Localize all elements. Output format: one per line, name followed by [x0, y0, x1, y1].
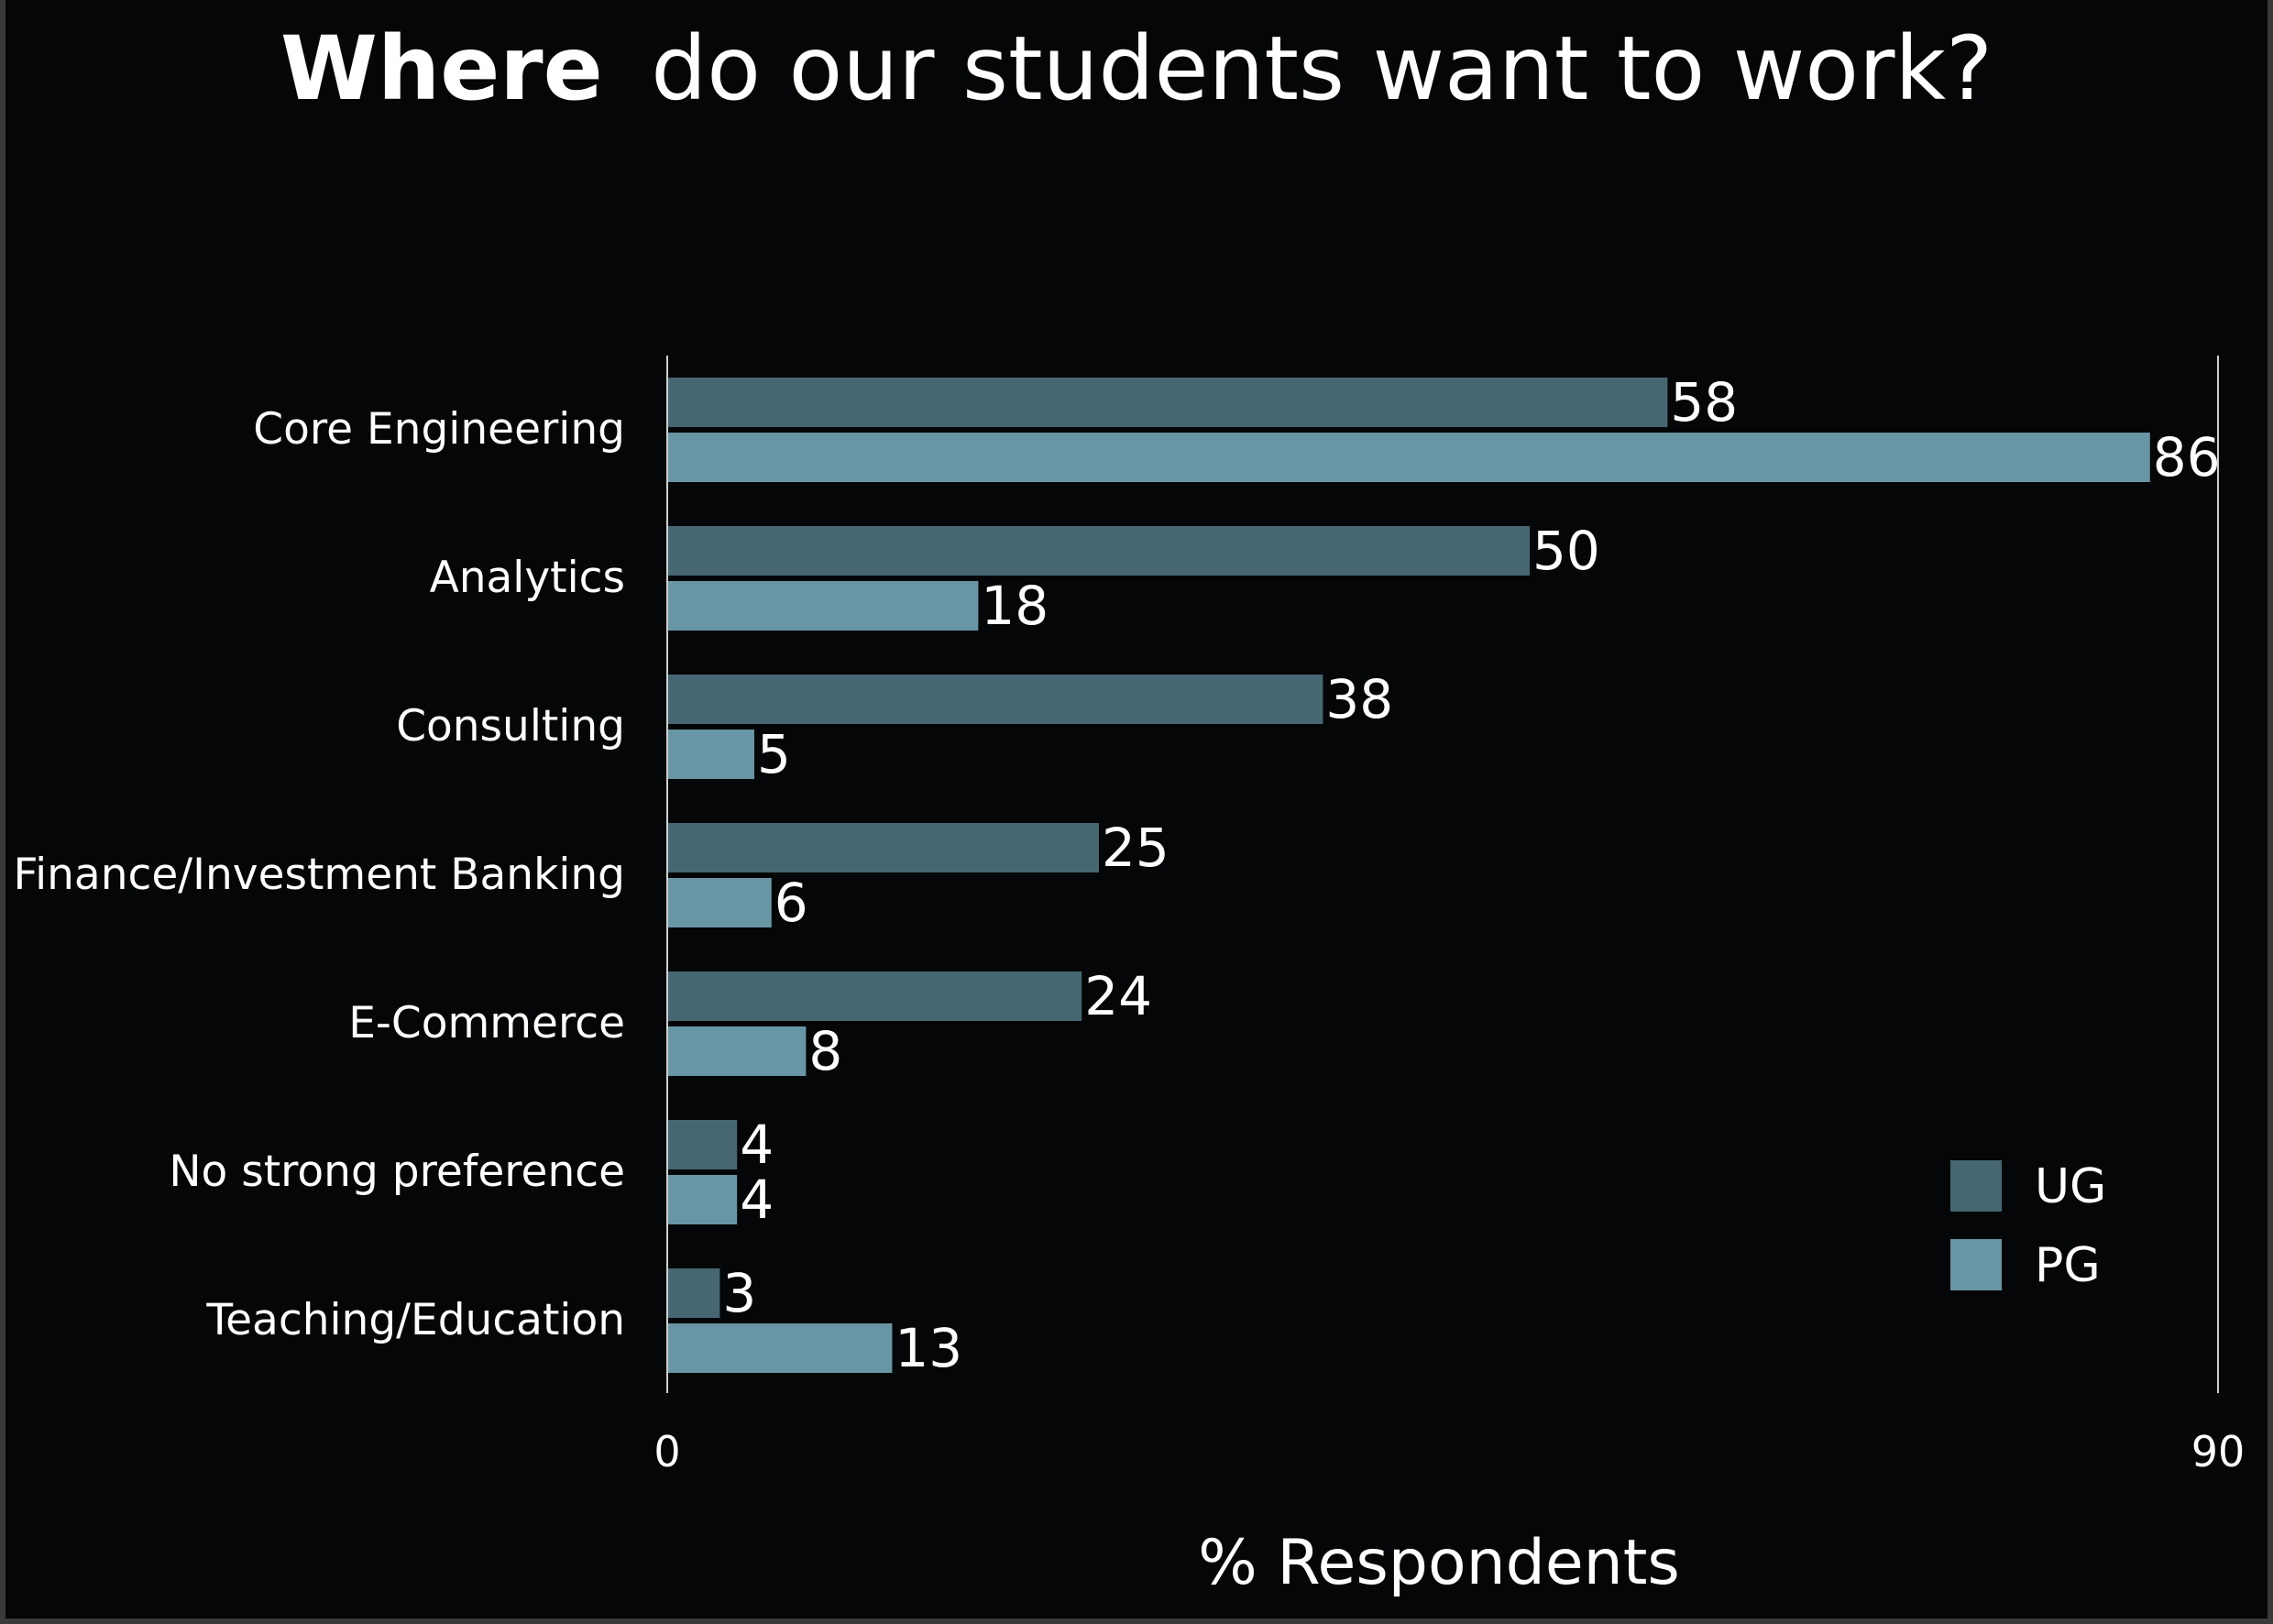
bar-ug — [668, 1268, 720, 1318]
legend-label-pg: PG — [2035, 1238, 2101, 1293]
bar-pg — [668, 1026, 807, 1076]
data-label: 4 — [740, 1114, 774, 1176]
bar-ug — [668, 378, 1668, 427]
data-label: 25 — [1102, 817, 1169, 879]
legend: UG PG — [1950, 1159, 2106, 1293]
bar-pg — [668, 1175, 738, 1224]
bar-ug — [668, 823, 1099, 872]
data-label: 18 — [981, 575, 1049, 637]
category-label: Analytics — [430, 553, 625, 603]
legend-label-ug: UG — [2035, 1159, 2106, 1214]
bar-pg — [668, 581, 979, 631]
data-label: 24 — [1084, 965, 1152, 1027]
data-label: 4 — [740, 1169, 774, 1231]
category-label: No strong preference — [169, 1147, 625, 1197]
category-label: E-Commerce — [348, 998, 625, 1048]
data-label: 50 — [1532, 520, 1600, 582]
x-axis-label: % Respondents — [1198, 1527, 1680, 1599]
bar-chart: Where do our students want to work? 0 90 … — [13, 17, 2245, 1599]
chart-title-bold: Where — [280, 17, 603, 120]
data-label: 86 — [2153, 426, 2221, 488]
category-label: Consulting — [396, 701, 625, 752]
data-label: 58 — [1670, 371, 1738, 433]
chart-title-rest: do our students want to work? — [651, 17, 1993, 120]
bar-pg — [668, 878, 772, 927]
category-labels: Core Engineering Analytics Consulting Finan… — [13, 404, 625, 1345]
bar-ug — [668, 971, 1082, 1021]
bar-pg — [668, 1323, 893, 1373]
data-label: 38 — [1325, 668, 1393, 730]
bar-pg — [668, 730, 754, 779]
category-label: Finance/Investment Banking — [13, 850, 625, 900]
bar-ug — [668, 526, 1530, 576]
bar-ug — [668, 675, 1323, 724]
bar-ug — [668, 1120, 738, 1169]
legend-swatch-pg — [1950, 1239, 2002, 1290]
axes: 0 90 — [653, 356, 2245, 1476]
bar-pg — [668, 433, 2150, 482]
category-label: Core Engineering — [253, 404, 625, 455]
category-label: Teaching/Education — [205, 1295, 625, 1345]
data-label: 5 — [757, 723, 791, 785]
chart-frame: Where do our students want to work? 0 90 … — [5, 0, 2268, 1619]
chart-title: Where do our students want to work? — [280, 17, 1993, 120]
x-tick-label: 0 — [653, 1427, 680, 1476]
x-tick-label: 90 — [2191, 1427, 2246, 1476]
data-label: 8 — [808, 1020, 842, 1082]
data-label: 3 — [722, 1262, 756, 1324]
data-label: 6 — [774, 872, 808, 934]
data-label: 13 — [895, 1317, 962, 1379]
legend-swatch-ug — [1950, 1160, 2002, 1212]
